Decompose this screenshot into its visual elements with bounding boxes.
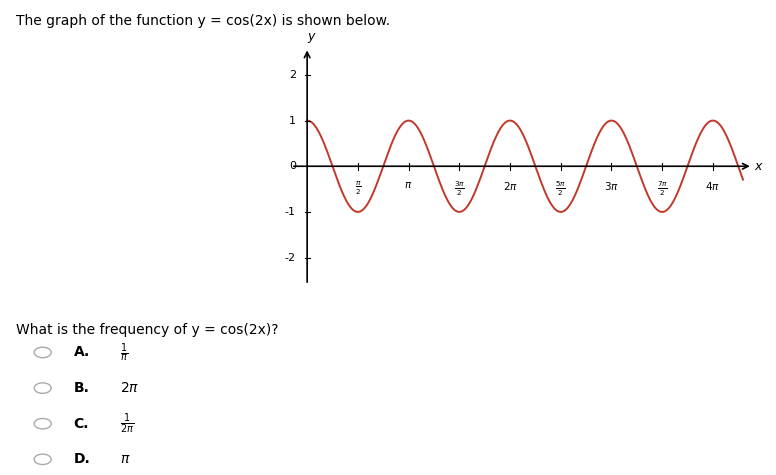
Text: $\frac{7\pi}{2}$: $\frac{7\pi}{2}$ xyxy=(656,180,667,199)
Text: $2\pi$: $2\pi$ xyxy=(503,180,518,192)
Text: What is the frequency of y = cos(2x)?: What is the frequency of y = cos(2x)? xyxy=(16,323,278,337)
Text: $x$: $x$ xyxy=(754,160,764,173)
Text: 1: 1 xyxy=(289,115,296,125)
Text: $3\pi$: $3\pi$ xyxy=(604,180,619,192)
Text: C.: C. xyxy=(74,417,89,431)
Text: $\frac{1}{\pi}$: $\frac{1}{\pi}$ xyxy=(120,341,129,364)
Text: $\frac{1}{2\pi}$: $\frac{1}{2\pi}$ xyxy=(120,411,134,436)
Text: A.: A. xyxy=(74,345,90,360)
Text: $\frac{5\pi}{2}$: $\frac{5\pi}{2}$ xyxy=(555,180,566,199)
Text: -1: -1 xyxy=(285,207,296,217)
Text: $2\pi$: $2\pi$ xyxy=(120,381,140,395)
Text: 2: 2 xyxy=(289,70,296,80)
Text: $\frac{\pi}{2}$: $\frac{\pi}{2}$ xyxy=(355,180,361,197)
Text: D.: D. xyxy=(74,452,91,466)
Text: B.: B. xyxy=(74,381,89,395)
Text: $\pi$: $\pi$ xyxy=(404,180,413,190)
Text: -2: -2 xyxy=(285,253,296,263)
Text: $\pi$: $\pi$ xyxy=(120,452,131,466)
Text: 0: 0 xyxy=(289,161,296,171)
Text: The graph of the function y = cos(2x) is shown below.: The graph of the function y = cos(2x) is… xyxy=(16,14,390,28)
Text: $\frac{3\pi}{2}$: $\frac{3\pi}{2}$ xyxy=(454,180,465,199)
Text: $4\pi$: $4\pi$ xyxy=(705,180,720,192)
Text: $y$: $y$ xyxy=(307,31,317,45)
